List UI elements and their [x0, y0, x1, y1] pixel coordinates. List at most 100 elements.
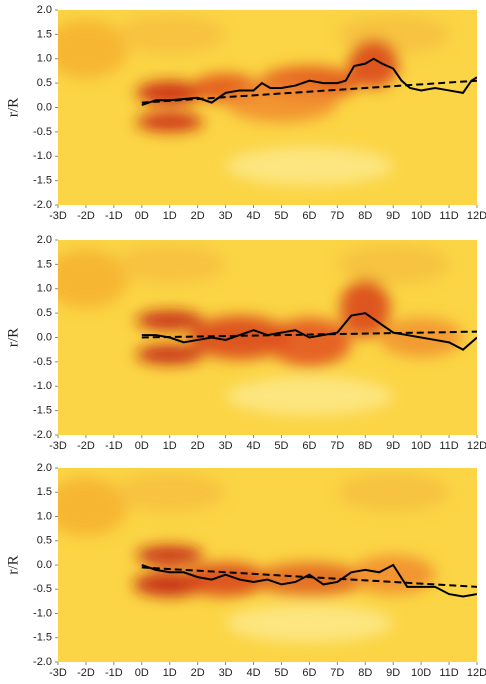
y-tick-label: -2.0 — [33, 429, 52, 441]
x-tick-label: 0D — [135, 667, 149, 679]
x-tick-label: 2D — [191, 440, 205, 452]
x-tick-label: 8D — [358, 667, 372, 679]
heatmap-blobs — [58, 244, 464, 416]
x-tick-label: 7D — [330, 210, 344, 222]
y-axis-label: r/R — [5, 98, 21, 117]
x-tick-label: 9D — [386, 667, 400, 679]
heatmap-blob — [225, 83, 338, 123]
x-tick-label: 7D — [330, 440, 344, 452]
x-tick-label: 7D — [330, 667, 344, 679]
x-tick-label: -2D — [77, 210, 95, 222]
heatmap-blob — [337, 244, 450, 284]
heatmap-blob — [136, 112, 204, 132]
x-tick-label: 1D — [163, 210, 177, 222]
x-tick-label: -3D — [49, 667, 67, 679]
y-tick-label: 0.5 — [37, 535, 52, 547]
line-series — [141, 312, 477, 351]
y-tick-label: 0.0 — [37, 331, 52, 343]
heatmap — [58, 10, 477, 205]
heatmap-blob — [113, 472, 226, 512]
y-tick-label: -0.5 — [33, 356, 52, 368]
x-tick-label: 4D — [247, 440, 261, 452]
x-tick-label: -1D — [105, 440, 123, 452]
y-tick-label: -2.0 — [33, 199, 52, 211]
x-tick-label: 1D — [163, 440, 177, 452]
y-tick-label: -0.5 — [33, 583, 52, 595]
y-tick-label: 1.0 — [37, 53, 52, 65]
heatmap-blob — [337, 14, 450, 54]
heatmap-blob — [183, 562, 268, 597]
heatmap-blob — [267, 318, 352, 367]
line-series — [141, 563, 477, 598]
x-tick-label: 1D — [163, 667, 177, 679]
y-tick-label: 2.0 — [37, 462, 52, 474]
line-series — [141, 57, 477, 107]
y-tick-label: 1.5 — [37, 486, 52, 498]
heatmap-blob — [253, 562, 366, 597]
heatmap-blob — [337, 472, 450, 512]
heatmap-blob — [225, 603, 394, 643]
y-tick-label: 0.5 — [37, 307, 52, 319]
x-tick-label: 5D — [274, 210, 288, 222]
heatmap-blob — [58, 477, 128, 536]
x-tick-label: 10D — [411, 667, 431, 679]
line-series — [141, 330, 477, 339]
x-tick-label: -3D — [49, 210, 67, 222]
x-tick-label: 0D — [135, 440, 149, 452]
heatmap — [58, 240, 477, 435]
x-tick-label: 4D — [247, 210, 261, 222]
y-axis-label: r/R — [5, 328, 21, 347]
heatmap-blob — [225, 146, 394, 186]
heatmap-blob — [136, 344, 204, 365]
x-tick-label: 3D — [219, 210, 233, 222]
x-tick-label: 0D — [135, 210, 149, 222]
y-tick-label: -1.0 — [33, 380, 52, 392]
heatmap-blob — [348, 39, 399, 88]
x-tick-label: -1D — [105, 210, 123, 222]
heatmap-blobs — [58, 472, 450, 643]
x-tick-label: 4D — [247, 667, 261, 679]
x-tick-label: 9D — [386, 440, 400, 452]
heatmap-blob — [136, 310, 204, 331]
x-tick-label: 2D — [191, 210, 205, 222]
x-tick-label: -2D — [77, 667, 95, 679]
x-tick-label: 3D — [219, 667, 233, 679]
x-tick-label: 12D — [467, 440, 486, 452]
y-tick-label: 0.0 — [37, 559, 52, 571]
x-tick-label: 5D — [274, 440, 288, 452]
y-tick-label: -2.0 — [33, 656, 52, 668]
x-tick-label: -2D — [77, 440, 95, 452]
x-tick-label: 3D — [219, 440, 233, 452]
y-tick-label: -1.0 — [33, 150, 52, 162]
x-tick-label: 6D — [302, 667, 316, 679]
x-tick-label: 8D — [358, 440, 372, 452]
y-tick-label: -1.5 — [33, 632, 52, 644]
x-tick-label: 11D — [439, 667, 458, 679]
x-tick-label: 6D — [302, 210, 316, 222]
y-tick-label: 2.0 — [37, 234, 52, 246]
y-tick-label: 1.0 — [37, 283, 52, 295]
heatmap-blob — [225, 376, 394, 416]
x-tick-label: 6D — [302, 440, 316, 452]
y-tick-label: -1.5 — [33, 405, 52, 417]
heatmap-blob — [136, 545, 204, 565]
heatmap-blob — [58, 19, 128, 79]
y-tick-label: 1.5 — [37, 258, 52, 270]
x-tick-label: 9D — [386, 210, 400, 222]
x-tick-label: -3D — [49, 440, 67, 452]
y-tick-label: 0.0 — [37, 101, 52, 113]
x-tick-label: 12D — [467, 667, 486, 679]
y-tick-label: -0.5 — [33, 126, 52, 138]
x-tick-label: 12D — [467, 210, 486, 222]
heatmap-blob — [58, 249, 128, 309]
x-tick-label: 10D — [411, 440, 431, 452]
x-tick-label: 11D — [439, 210, 458, 222]
line-series — [141, 566, 477, 588]
line-series — [141, 79, 477, 104]
y-tick-label: 0.5 — [37, 77, 52, 89]
heatmap-blob — [340, 279, 391, 338]
heatmap-blob — [351, 555, 436, 595]
y-tick-label: -1.0 — [33, 607, 52, 619]
x-tick-label: 2D — [191, 667, 205, 679]
